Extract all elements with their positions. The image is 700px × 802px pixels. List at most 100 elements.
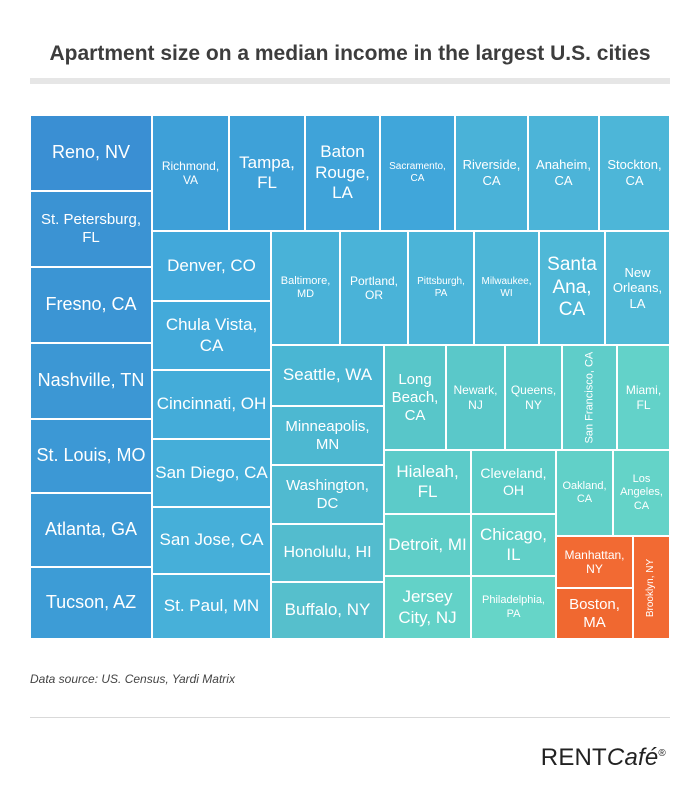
tile-richmond-va: Richmond, VA: [152, 115, 229, 231]
tile-st-paul-mn: St. Paul, MN: [152, 574, 271, 639]
tile-riverside-ca: Riverside, CA: [455, 115, 528, 231]
tile-long-beach-ca: Long Beach, CA: [384, 345, 446, 450]
tile-label: Richmond, VA: [161, 158, 220, 187]
title-divider: [30, 78, 670, 84]
tile-buffalo-ny: Buffalo, NY: [271, 582, 384, 639]
tile-label: Los Angeles, CA: [620, 473, 663, 512]
tile-label: Cincinnati, OH: [156, 394, 267, 414]
data-source-note: Data source: US. Census, Yardi Matrix: [30, 672, 235, 686]
tile-cincinnati-oh: Cincinnati, OH: [152, 370, 271, 439]
tile-label: Buffalo, NY: [284, 600, 371, 620]
treemap-chart: Reno, NV St. Petersburg, FL Fresno, CA Nash…: [30, 115, 670, 639]
tile-label: San Francisco, CA: [582, 351, 595, 444]
tile-jersey-city-nj: Jersey City, NJ: [384, 576, 471, 639]
tile-newark-nj: Newark, NJ: [446, 345, 505, 450]
tile-anaheim-ca: Anaheim, CA: [528, 115, 599, 231]
tile-manhattan-ny: Manhattan, NY: [556, 536, 633, 588]
tile-atlanta-ga: Atlanta, GA: [30, 493, 152, 567]
tile-label: Manhattan, NY: [564, 547, 625, 576]
tile-reno-nv: Reno, NV: [30, 115, 152, 191]
tile-fresno-ca: Fresno, CA: [30, 267, 152, 343]
tile-label: Stockton, CA: [607, 157, 662, 188]
tile-label: New Orleans, LA: [612, 264, 663, 311]
tile-label: Tampa, FL: [239, 152, 295, 192]
tile-baltimore-md: Baltimore, MD: [271, 231, 340, 345]
tile-label: Tucson, AZ: [45, 592, 137, 613]
tile-philadelphia-pa: Philadelphia, PA: [471, 576, 556, 639]
tile-label: Atlanta, GA: [44, 519, 138, 540]
tile-label: Chicago, IL: [479, 524, 548, 564]
tile-pittsburgh-pa: Pittsburgh, PA: [408, 231, 474, 345]
tile-label: Sacramento, CA: [389, 161, 446, 184]
tile-san-francisco-ca: San Francisco, CA: [562, 345, 617, 450]
tile-label: Hialeah, FL: [396, 461, 459, 501]
tile-label: San Jose, CA: [159, 530, 264, 550]
tile-nashville-tn: Nashville, TN: [30, 343, 152, 419]
tile-oakland-ca: Oakland, CA: [556, 450, 613, 536]
tile-label: Baton Rouge, LA: [315, 142, 370, 203]
tile-brooklyn-ny: Brooklyn, NY: [633, 536, 670, 639]
tile-label: Miami, FL: [625, 383, 662, 412]
tile-label: St. Louis, MO: [36, 445, 146, 466]
tile-label: Washington, DC: [286, 476, 369, 512]
tile-label: Queens, NY: [510, 383, 557, 412]
footer-divider: [30, 717, 670, 718]
chart-title: Apartment size on a median income in the…: [49, 42, 651, 65]
tile-hialeah-fl: Hialeah, FL: [384, 450, 471, 514]
tile-label: Riverside, CA: [462, 157, 521, 188]
rentcafe-logo: RENTCafé®: [540, 744, 666, 771]
tile-st-louis-mo: St. Louis, MO: [30, 419, 152, 493]
tile-label: Philadelphia, PA: [482, 594, 545, 620]
tile-label: Detroit, MI: [388, 534, 467, 554]
tile-label: Cleveland, OH: [480, 465, 547, 498]
tile-label: Honolulu, HI: [283, 544, 372, 562]
tile-label: Reno, NV: [51, 142, 131, 163]
tile-chicago-il: Chicago, IL: [471, 514, 556, 576]
tile-label: Santa Ana, CA: [547, 253, 597, 321]
tile-label: Brooklyn, NY: [645, 558, 657, 617]
tile-label: Jersey City, NJ: [398, 587, 457, 627]
tile-milwaukee-wi: Milwaukee, WI: [474, 231, 539, 345]
tile-label: Pittsburgh, PA: [417, 276, 465, 299]
tile-label: Newark, NJ: [453, 383, 498, 412]
tile-san-diego-ca: San Diego, CA: [152, 439, 271, 507]
tile-chula-vista-ca: Chula Vista, CA: [152, 301, 271, 370]
tile-portland-or: Portland, OR: [340, 231, 408, 345]
tile-cleveland-oh: Cleveland, OH: [471, 450, 556, 514]
tile-washington-dc: Washington, DC: [271, 465, 384, 524]
tile-sacramento-ca: Sacramento, CA: [380, 115, 455, 231]
tile-label: Chula Vista, CA: [165, 315, 258, 355]
tile-label: Nashville, TN: [37, 370, 145, 391]
tile-queens-ny: Queens, NY: [505, 345, 562, 450]
tile-label: St. Paul, MN: [163, 596, 260, 616]
tile-minneapolis-mn: Minneapolis, MN: [271, 406, 384, 465]
tile-miami-fl: Miami, FL: [617, 345, 670, 450]
tile-label: Anaheim, CA: [536, 157, 591, 188]
tile-label: Milwaukee, WI: [481, 276, 532, 299]
tile-los-angeles-ca: Los Angeles, CA: [613, 450, 670, 536]
tile-seattle-wa: Seattle, WA: [271, 345, 384, 406]
tile-label: Oakland, CA: [562, 479, 607, 505]
tile-label: Fresno, CA: [45, 294, 137, 315]
tile-label: Boston, MA: [569, 595, 620, 631]
tile-label: Long Beach, CA: [391, 370, 439, 424]
tile-label: Minneapolis, MN: [285, 417, 370, 453]
tile-baton-rouge-la: Baton Rouge, LA: [305, 115, 380, 231]
tile-label: Denver, CO: [167, 255, 256, 275]
tile-santa-ana-ca: Santa Ana, CA: [539, 231, 605, 345]
tile-denver-co: Denver, CO: [152, 231, 271, 301]
tile-boston-ma: Boston, MA: [556, 588, 633, 639]
tile-new-orleans-la: New Orleans, LA: [605, 231, 670, 345]
tile-tampa-fl: Tampa, FL: [229, 115, 305, 231]
tile-san-jose-ca: San Jose, CA: [152, 507, 271, 574]
tile-label: Seattle, WA: [282, 365, 373, 385]
tile-tucson-az: Tucson, AZ: [30, 567, 152, 639]
tile-detroit-mi: Detroit, MI: [384, 514, 471, 576]
tile-honolulu-hi: Honolulu, HI: [271, 524, 384, 582]
tile-label: Portland, OR: [349, 273, 399, 302]
tile-label: San Diego, CA: [155, 462, 268, 482]
tile-st-petersburg-fl: St. Petersburg, FL: [30, 191, 152, 267]
tile-stockton-ca: Stockton, CA: [599, 115, 670, 231]
tile-label: Baltimore, MD: [280, 274, 331, 300]
tile-label: St. Petersburg, FL: [40, 211, 142, 246]
